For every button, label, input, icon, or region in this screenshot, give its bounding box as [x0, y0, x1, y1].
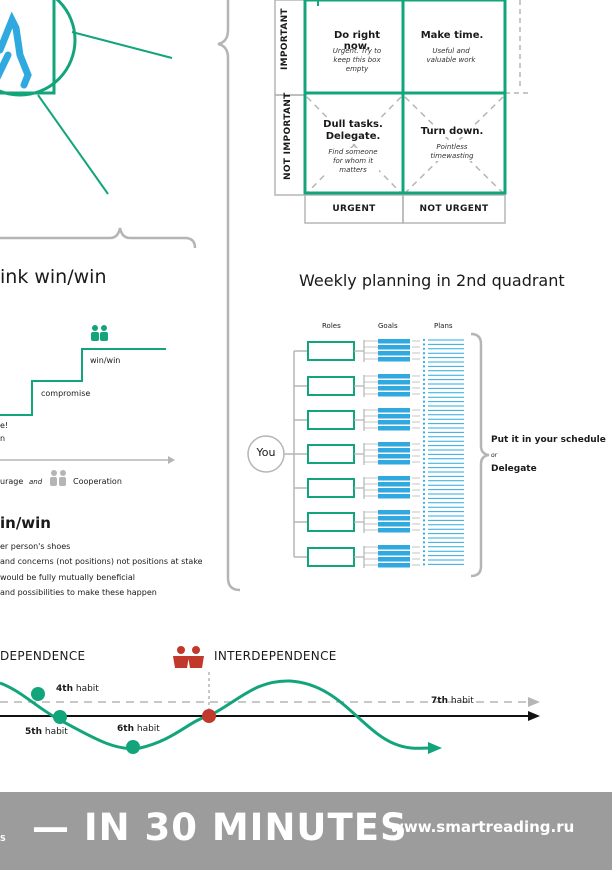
habit-4-label: 4th habit — [56, 684, 99, 694]
habit-dot-6 — [126, 740, 140, 754]
center-brace — [217, 0, 241, 592]
person-circle — [0, 0, 77, 97]
footer-bar: S — IN 30 MINUTES www.smartreading.ru — [0, 792, 612, 870]
quadrant-2-title: Make time. — [420, 30, 484, 41]
you-node: You — [256, 446, 276, 459]
cooperation-people-icon — [91, 325, 108, 341]
footer-url[interactable]: www.smartreading.ru — [390, 818, 575, 836]
quadrant-4-sub: Pointless timewasting — [425, 143, 479, 161]
plans-lines — [422, 338, 464, 566]
col-label-urgent: URGENT — [332, 204, 376, 214]
habit-6-label: 6th habit — [117, 724, 160, 734]
winwin-title: ink win/win — [0, 266, 107, 288]
pointer-line-2 — [37, 94, 109, 195]
dependence-label: DEPENDENCE — [0, 649, 86, 663]
action-schedule: Put it in your schedule — [491, 435, 606, 445]
step-compromise: compromise — [41, 389, 91, 398]
footer-left-text: S — [0, 834, 6, 843]
col-roles: Roles — [322, 322, 341, 330]
step-partial-1: e! — [0, 421, 9, 430]
person-figure — [0, 11, 32, 89]
action-or: or — [491, 452, 498, 459]
bullet-1: er person's shoes — [0, 542, 71, 551]
bullet-3: would be fully mutually beneficial — [0, 573, 135, 582]
quadrant-3-sub: Find someone for whom it matters — [327, 148, 379, 175]
people-gray-icon — [50, 470, 66, 486]
col-label-not-urgent: NOT URGENT — [419, 204, 489, 214]
interdependence-label: INTERDEPENDENCE — [214, 649, 337, 663]
quadrant-1-sub: Urgent. Try to keep this box empty — [332, 47, 382, 73]
quadrant-4-title: Turn down. — [416, 126, 488, 137]
footer-headline: — IN 30 MINUTES — [32, 806, 408, 849]
habit-5-label: 5th habit — [25, 727, 68, 737]
interdependence-dot — [202, 709, 216, 723]
row-label-not-important: NOT IMPORTANT — [283, 92, 293, 180]
left-brace — [0, 227, 197, 249]
bottom-left-label: urage — [0, 477, 24, 486]
col-goals: Goals — [378, 322, 398, 330]
habit-dot-5 — [53, 710, 67, 724]
quadrant-2-sub: Useful and valuable work — [426, 47, 476, 64]
cooperation-label: Cooperation — [73, 477, 122, 486]
step-winwin: win/win — [90, 356, 121, 365]
bullet-4: and possibilities to make these happen — [0, 588, 157, 597]
weekly-title: Weekly planning in 2nd quadrant — [299, 271, 565, 290]
pointer-line-1 — [71, 31, 173, 59]
quadrant-1-title: Do right now. — [333, 30, 381, 52]
and-label: and — [29, 478, 43, 486]
row-label-important: IMPORTANT — [280, 8, 290, 70]
step-partial-2: n — [0, 434, 6, 443]
goals-bars — [354, 339, 420, 568]
action-delegate: Delegate — [491, 464, 537, 474]
person-frame — [0, 0, 56, 95]
bullet-2: and concerns (not positions) not positio… — [0, 557, 203, 566]
interdependence-people-icon — [173, 646, 204, 668]
habit-7-label: 7th habit — [431, 696, 474, 706]
winwin-subtitle: in/win — [0, 514, 51, 532]
col-plans: Plans — [434, 322, 453, 330]
habit-dot-4 — [31, 687, 45, 701]
quadrant-3-title: Dull tasks. Delegate. — [322, 119, 384, 143]
